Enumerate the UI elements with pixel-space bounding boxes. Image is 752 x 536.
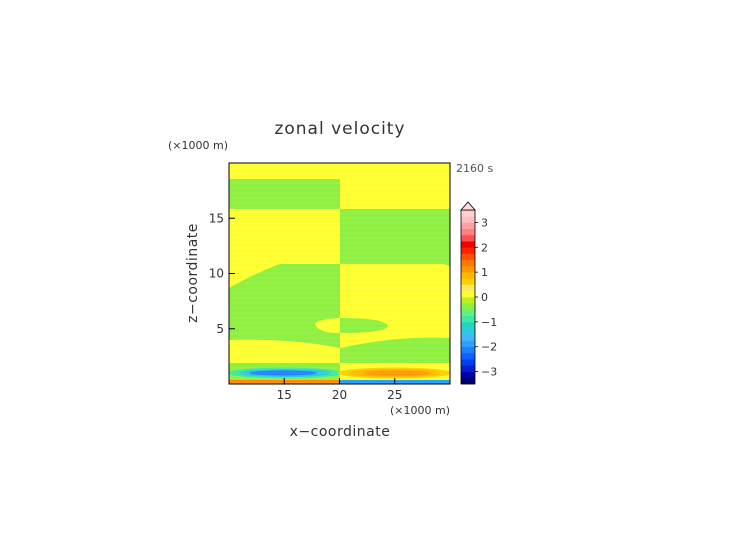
colorbar-swatch bbox=[461, 259, 475, 267]
field-lower-right bbox=[340, 337, 450, 363]
plot-area bbox=[229, 163, 450, 384]
colorbar-tick-label: 3 bbox=[481, 216, 488, 229]
jet-right-core bbox=[363, 370, 431, 376]
field-top-band bbox=[229, 163, 450, 179]
y-tick-label: 5 bbox=[216, 322, 224, 336]
colorbar-swatch bbox=[461, 371, 475, 379]
time-label: 2160 s bbox=[456, 162, 493, 175]
field-dome-right bbox=[340, 209, 450, 266]
colorbar-tick-label: −2 bbox=[481, 341, 497, 354]
y-tick-label: 15 bbox=[209, 211, 224, 225]
colorbar-swatch bbox=[461, 303, 475, 310]
colorbar bbox=[460, 201, 476, 385]
field-lens-left bbox=[315, 318, 340, 333]
colorbar-swatch bbox=[461, 334, 475, 341]
field-lower-left bbox=[229, 339, 340, 363]
colorbar-swatch bbox=[461, 290, 475, 298]
colorbar-tick-label: 2 bbox=[481, 241, 488, 254]
x-tick-label: 15 bbox=[277, 388, 292, 402]
colorbar-swatch bbox=[461, 265, 475, 273]
colorbar-swatch bbox=[461, 272, 475, 279]
x-axis: 15 20 25 bbox=[277, 378, 402, 402]
x-tick-label: 20 bbox=[332, 388, 347, 402]
colorbar-swatch bbox=[461, 278, 475, 285]
y-axis-label: z−coordinate bbox=[185, 223, 201, 323]
colorbar-swatch bbox=[461, 352, 475, 360]
colorbar-swatch bbox=[461, 328, 475, 335]
field-lens-right bbox=[340, 318, 388, 333]
field-upper-left bbox=[229, 179, 340, 209]
colorbar-swatch bbox=[461, 346, 475, 354]
colorbar-swatch bbox=[461, 228, 475, 236]
jet-right bbox=[338, 367, 450, 379]
colorbar-swatch bbox=[461, 377, 475, 385]
y-axis: 5 10 15 bbox=[209, 211, 235, 336]
chart-title: zonal velocity bbox=[274, 119, 405, 139]
colorbar-swatch bbox=[461, 222, 475, 229]
colorbar-swatch bbox=[461, 321, 475, 329]
x-axis-label: x−coordinate bbox=[290, 424, 391, 440]
colorbar-tick-label: −3 bbox=[481, 366, 497, 379]
colorbar-swatch bbox=[461, 365, 475, 372]
colorbar-swatch bbox=[461, 284, 475, 292]
colorbar-swatch bbox=[461, 297, 475, 304]
x-tick-label: 25 bbox=[387, 388, 402, 402]
colorbar-swatch bbox=[461, 359, 475, 366]
colorbar-swatch bbox=[461, 216, 475, 223]
colorbar-swatch bbox=[461, 309, 475, 316]
y-unit-label: (×1000 m) bbox=[168, 139, 228, 152]
colorbar-swatch bbox=[461, 210, 475, 217]
x-unit-label: (×1000 m) bbox=[390, 404, 450, 417]
colorbar-tick-label: −1 bbox=[481, 316, 497, 329]
colorbar-swatch bbox=[461, 253, 475, 261]
colorbar-swatch bbox=[461, 340, 475, 348]
colorbar-swatch bbox=[461, 241, 475, 248]
colorbar-ticks: −3 −2 −1 0 1 2 3 bbox=[475, 216, 497, 379]
field-dome-left bbox=[229, 209, 340, 288]
jet-left bbox=[229, 367, 342, 379]
colorbar-extend-arrow bbox=[460, 201, 476, 211]
colorbar-swatch bbox=[461, 315, 475, 323]
colorbar-tick-label: 1 bbox=[481, 266, 488, 279]
jet-left-core bbox=[249, 370, 317, 376]
colorbar-swatch bbox=[461, 247, 475, 254]
field-upper-right bbox=[340, 179, 450, 209]
colorbar-tick-label: 0 bbox=[481, 291, 488, 304]
y-tick-label: 10 bbox=[209, 267, 224, 281]
colorbar-swatch bbox=[461, 234, 475, 242]
